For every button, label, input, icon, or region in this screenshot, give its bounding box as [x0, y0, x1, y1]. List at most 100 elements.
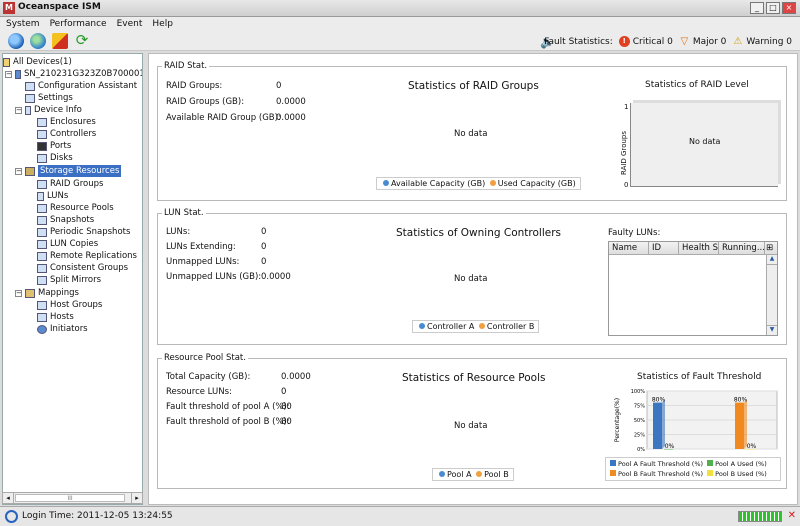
minimize-button[interactable]: _: [750, 2, 764, 14]
unmapped-gb-label: Unmapped LUNs (GB):: [166, 272, 262, 282]
raid-groups-nodata: No data: [454, 129, 488, 139]
tree-initiators[interactable]: Initiators: [37, 323, 88, 335]
pool-a-used-swatch: [707, 460, 714, 466]
scroll-right-button[interactable]: ▸: [131, 493, 142, 503]
menu-performance[interactable]: Performance: [49, 19, 107, 29]
expand-device-info[interactable]: −: [15, 106, 22, 114]
col-running[interactable]: Running...: [719, 242, 765, 254]
raid-icon: [37, 179, 47, 189]
bar: [664, 449, 673, 450]
pool-b-swatch: [476, 471, 483, 477]
scroll-thumb[interactable]: III: [15, 494, 125, 502]
tree-raid-groups[interactable]: RAID Groups: [37, 178, 103, 190]
bar-side: [662, 399, 665, 449]
maximize-button[interactable]: □: [766, 2, 780, 14]
tree-controllers[interactable]: Controllers: [37, 128, 96, 140]
globe-icon[interactable]: [30, 33, 46, 49]
tree-horizontal-scrollbar[interactable]: ◂ III ▸: [2, 492, 143, 504]
tree-root-label: All Devices(1): [13, 57, 72, 67]
tree-split-label: Split Mirrors: [50, 275, 102, 285]
menu-event[interactable]: Event: [116, 19, 143, 29]
tree-consistent-groups[interactable]: Consistent Groups: [37, 262, 128, 274]
tree-ports[interactable]: Ports: [37, 140, 71, 152]
fault-a-value: 80: [281, 402, 292, 412]
raid-gb-value: 0.0000: [276, 97, 306, 107]
close-button[interactable]: ×: [782, 2, 796, 14]
tree-remote-label: Remote Replications: [50, 251, 137, 261]
col-health[interactable]: Health S...: [679, 242, 719, 254]
device-tree[interactable]: All Devices(1) − SN_210231G323Z0B7000018…: [2, 53, 143, 505]
scroll-down-button[interactable]: ▼: [767, 325, 777, 335]
y-tick-label: 100%: [631, 389, 646, 395]
faulty-luns-header: Name ID Health S... Running... ⊞: [609, 242, 777, 255]
pool-a-threshold-swatch: [610, 460, 616, 466]
refresh-icon[interactable]: ⟳: [75, 31, 89, 49]
pool-section: Resource Pool Stat. Total Capacity (GB):…: [157, 353, 787, 489]
disconnect-icon[interactable]: ✕: [787, 510, 796, 521]
col-id[interactable]: ID: [649, 242, 679, 254]
tree-lun-copies-label: LUN Copies: [50, 239, 99, 249]
raid-available-label: Available RAID Group (GB):: [166, 113, 281, 123]
faulty-luns-table[interactable]: Name ID Health S... Running... ⊞ ▲ ▼: [608, 241, 778, 336]
column-chooser-icon[interactable]: ⊞: [766, 243, 774, 253]
resource-luns-value: 0: [281, 387, 287, 397]
legend-used: Used Capacity (GB): [497, 179, 576, 188]
unmapped-gb-value: 0.0000: [261, 272, 291, 282]
col-name[interactable]: Name: [609, 242, 649, 254]
tree-raid-label: RAID Groups: [50, 179, 104, 189]
tree-hosts[interactable]: Hosts: [37, 311, 74, 323]
tree-mappings[interactable]: Mappings: [25, 287, 79, 299]
splitter[interactable]: [143, 53, 148, 505]
tree-snapshots[interactable]: Snapshots: [37, 214, 94, 226]
critical-count[interactable]: ! Critical 0: [618, 36, 673, 47]
scroll-up-button[interactable]: ▲: [767, 255, 777, 265]
host-group-icon: [37, 300, 47, 310]
bar: [653, 402, 662, 449]
tree-storage-resources[interactable]: Storage Resources: [25, 165, 122, 177]
tree-config[interactable]: Configuration Assistant: [25, 80, 137, 92]
tree-periodic-snapshots[interactable]: Periodic Snapshots: [37, 226, 130, 238]
search-icon[interactable]: [8, 33, 24, 49]
speaker-icon[interactable]: 🔈: [540, 35, 555, 49]
tree-disks[interactable]: Disks: [37, 152, 73, 164]
expand-device[interactable]: −: [5, 70, 12, 78]
tree-resource-pools[interactable]: Resource Pools: [37, 202, 114, 214]
tree-lun-copies[interactable]: LUN Copies: [37, 238, 98, 250]
tree-split-mirrors[interactable]: Split Mirrors: [37, 274, 101, 286]
alarm-icon[interactable]: [52, 33, 68, 49]
expand-storage[interactable]: −: [15, 167, 22, 175]
expand-mappings[interactable]: −: [15, 289, 22, 297]
enclosure-icon: [37, 117, 47, 127]
connection-status-fill: [739, 512, 781, 521]
tree-host-groups[interactable]: Host Groups: [37, 299, 102, 311]
tree-device-info[interactable]: Device Info: [25, 104, 82, 116]
raid-level-ytop: 1: [624, 103, 629, 111]
tree-settings[interactable]: Settings: [25, 92, 73, 104]
tree-enclosures[interactable]: Enclosures: [37, 116, 96, 128]
legend-pool-a-used: Pool A Used (%): [715, 460, 767, 468]
tree-settings-label: Settings: [38, 93, 73, 103]
warning-text: Warning 0: [746, 37, 792, 47]
owning-controllers-legend: Controller A Controller B: [412, 320, 540, 333]
mapping-icon: [25, 288, 35, 298]
menu-system[interactable]: System: [6, 19, 40, 29]
controller-b-swatch: [478, 323, 485, 329]
tree-remote-replications[interactable]: Remote Replications: [37, 250, 137, 262]
tree-root[interactable]: All Devices(1): [3, 56, 72, 68]
warning-count[interactable]: ⚠ Warning 0: [732, 36, 792, 47]
faulty-luns-scrollbar[interactable]: ▲ ▼: [766, 255, 777, 335]
tree-storage-label: Storage Resources: [38, 165, 122, 177]
tree-periodic-label: Periodic Snapshots: [50, 227, 131, 237]
menu-help[interactable]: Help: [152, 19, 173, 29]
connection-status-bar: [738, 511, 782, 522]
folder-icon: [3, 57, 10, 67]
scroll-left-button[interactable]: ◂: [3, 493, 14, 503]
pool-b-used-swatch: [707, 470, 714, 476]
tree-luns[interactable]: LUNs: [37, 190, 68, 202]
tree-device[interactable]: SN_210231G323Z0B7000018: [15, 68, 142, 80]
major-count[interactable]: ▽ Major 0: [679, 36, 726, 47]
critical-text: Critical 0: [632, 37, 673, 47]
pool-section-title: Resource Pool Stat.: [162, 353, 248, 363]
fault-threshold-chart: 100% 75% 50% 25% 0% Percentage(%) 80% 0% 80% 0%: [614, 389, 778, 453]
raid-groups-legend: Available Capacity (GB) Used Capacity (G…: [376, 177, 581, 190]
